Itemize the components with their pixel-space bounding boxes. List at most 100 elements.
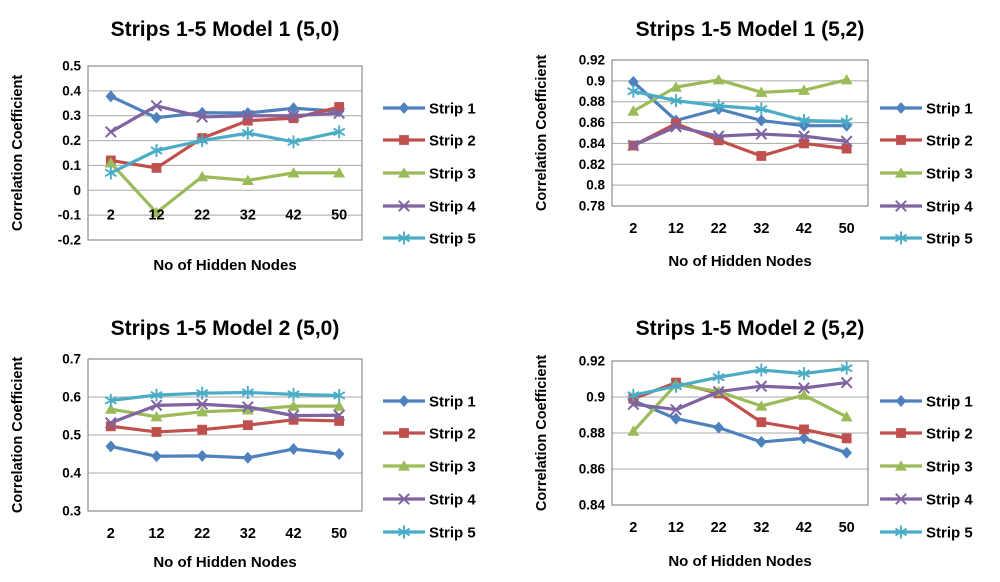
series-point-strip-4: [241, 109, 254, 122]
y-tick-label: 0.88: [579, 426, 606, 441]
y-tick-label: 0.92: [579, 53, 605, 68]
series-point-strip-5: [287, 387, 300, 401]
asterisk-marker-icon: [150, 388, 163, 402]
series-point-strip-4: [150, 399, 163, 412]
plot-area-border: [87, 358, 363, 512]
legend-marker-strip-3: [895, 460, 907, 471]
series-line-strip-2: [631, 122, 849, 158]
series-point-strip-5: [755, 102, 768, 116]
square-marker-icon: [242, 420, 253, 431]
series-point-strip-4: [798, 382, 810, 394]
square-marker-icon: [288, 113, 299, 124]
chart-strips-model2-5-0: Strips 1-5 Model 2 (5,0) 0.7 0.6 0.5 0.4 0.3 C…: [0, 291, 500, 582]
series-point-strip-4: [287, 109, 300, 122]
x-tick-label: 22: [711, 520, 727, 536]
square-marker-icon: [151, 427, 162, 437]
series-point-strip-4: [241, 400, 254, 413]
asterisk-marker-icon: [241, 385, 254, 399]
square-marker-icon: [399, 428, 409, 438]
diamond-marker-icon: [333, 448, 345, 460]
chart-strips-model1-5-0: Strips 1-5 Model 1 (5,0) 0.5 0.4 0.3 0.2 0.1 0…: [0, 0, 500, 291]
x-tick-label: 12: [148, 526, 164, 542]
series-line-strip-4: [109, 104, 341, 134]
legend-entry-strip-2: Strip 2: [880, 133, 973, 150]
series-point-strip-3: [104, 403, 117, 414]
y-tick-label: 0.6: [62, 390, 81, 405]
x-tick-label: 42: [796, 520, 812, 536]
y-tick-label: 0: [73, 183, 81, 198]
legend-marker-strip-4: [398, 200, 410, 212]
legend-label-strip-5: Strip 5: [926, 525, 973, 542]
x-tick-label: 42: [796, 221, 812, 237]
y-tick-label: 0.84: [579, 136, 606, 151]
series-point-strip-4: [670, 120, 682, 133]
x-tick-label: 12: [668, 221, 684, 237]
series-point-strip-5: [104, 166, 117, 180]
square-marker-icon: [756, 417, 767, 428]
legend-marker-strip-2: [399, 428, 409, 438]
series-point-strip-3: [287, 167, 300, 178]
series-point-strip-2: [288, 414, 299, 425]
triangle-marker-icon: [895, 460, 907, 471]
x-marker-icon: [712, 130, 725, 143]
asterisk-marker-icon: [104, 393, 117, 407]
diamond-marker-icon: [105, 90, 117, 103]
y-axis-title: Correlation Coefficient: [534, 355, 550, 511]
series-point-strip-2: [242, 420, 253, 431]
x-marker-icon: [398, 200, 410, 212]
chart-canvas-model2-5-0: Strips 1-5 Model 2 (5,0) 0.7 0.6 0.5 0.4 0.3 C…: [10, 317, 476, 571]
series-line-strip-4: [631, 380, 849, 412]
legend-label-strip-2: Strip 2: [429, 133, 476, 150]
x-marker-icon: [895, 493, 907, 505]
series-point-strip-3: [241, 404, 254, 415]
series-point-strip-5: [797, 367, 811, 381]
series-point-strip-2: [151, 427, 162, 437]
y-tick-label: 0.8: [586, 178, 605, 193]
series-point-strip-3: [627, 105, 640, 116]
series-point-strip-2: [197, 424, 208, 435]
legend-label-strip-1: Strip 1: [926, 101, 973, 118]
legend-entry-strip-4: Strip 4: [880, 492, 973, 509]
x-marker-icon: [150, 99, 163, 112]
x-marker-icon: [104, 125, 117, 138]
triangle-marker-icon: [287, 400, 300, 411]
y-tick-label: 0.9: [586, 390, 605, 405]
series-point-strip-2: [756, 151, 767, 161]
x-marker-icon: [333, 107, 346, 120]
asterisk-marker-icon: [397, 231, 411, 245]
y-tick-label: 0.5: [62, 428, 81, 443]
triangle-marker-icon: [241, 404, 254, 415]
chart-canvas-model1-5-2: Strips 1-5 Model 1 (5,2) 0.92 0.9 0.88 0.86 0…: [534, 18, 973, 270]
legend-entry-strip-5: Strip 5: [383, 231, 476, 248]
x-tick-label: 2: [629, 221, 637, 237]
triangle-marker-icon: [798, 389, 810, 400]
x-tick-label: 22: [711, 221, 727, 237]
series-line-strip-5: [631, 89, 849, 124]
series-line-strip-1: [109, 444, 341, 460]
chart-strips-model2-5-2: Strips 1-5 Model 2 (5,2) 0.92 0.9 0.88 0.86 0…: [500, 291, 1000, 582]
series-line-strip-2: [631, 380, 849, 440]
legend-marker-strip-4: [398, 493, 410, 505]
series-point-strip-1: [288, 443, 299, 456]
legend-label-strip-1: Strip 1: [429, 101, 476, 118]
legend-marker-strip-2: [896, 135, 906, 145]
series-point-strip-1: [841, 446, 852, 459]
series-point-strip-1: [105, 440, 117, 453]
asterisk-marker-icon: [287, 135, 300, 149]
legend-entry-strip-2: Strip 2: [383, 426, 476, 443]
triangle-marker-icon: [627, 425, 640, 436]
series-point-strip-4: [196, 398, 209, 411]
series-point-strip-3: [104, 157, 117, 168]
legend-entry-strip-5: Strip 5: [880, 525, 973, 542]
diamond-marker-icon: [288, 443, 299, 456]
asterisk-marker-icon: [196, 386, 209, 400]
series-point-strip-4: [104, 125, 117, 138]
series-point-strip-5: [627, 84, 640, 98]
square-marker-icon: [671, 118, 681, 129]
series-point-strip-1: [333, 448, 345, 460]
asterisk-marker-icon: [755, 102, 768, 116]
y-tick-label: 0.92: [579, 354, 605, 369]
x-marker-icon: [670, 403, 682, 416]
square-marker-icon: [713, 135, 724, 146]
x-marker-icon: [150, 399, 163, 412]
